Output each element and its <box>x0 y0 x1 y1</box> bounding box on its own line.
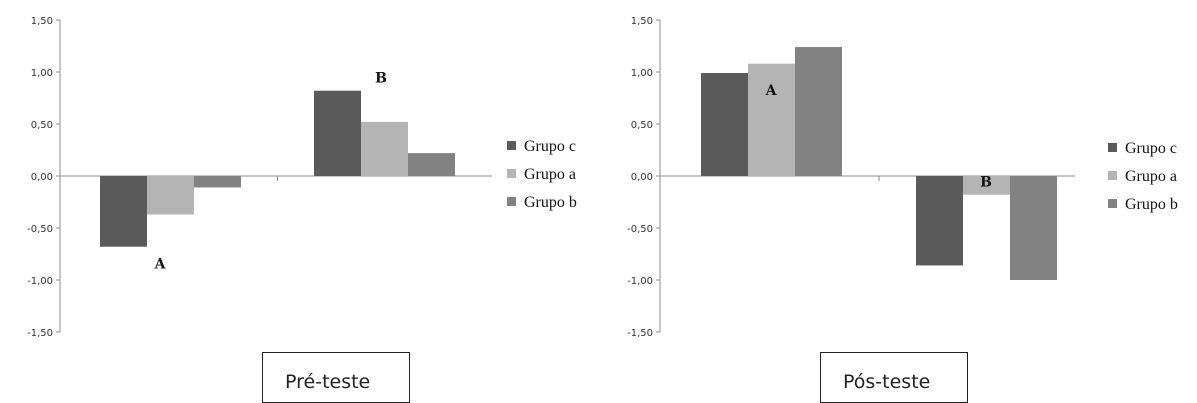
pre-teste-title: Pré-teste <box>285 371 371 393</box>
chart-1-bar <box>1010 176 1057 280</box>
chart-0-bar <box>314 90 361 176</box>
pre-teste-caption: Pré-teste <box>262 352 410 403</box>
chart-1-legend-label: Grupo c <box>1125 140 1177 157</box>
chart-0-bar <box>361 121 408 176</box>
chart-0-y-tick-label: 0,00 <box>31 172 53 183</box>
chart-1-legend-swatch <box>1108 171 1117 180</box>
chart-1-legend-label: Grupo b <box>1125 196 1178 213</box>
chart-0-legend-swatch <box>507 197 516 206</box>
chart-0-legend-swatch <box>507 141 516 150</box>
chart-1-y-tick-label: -1,50 <box>627 328 653 339</box>
chart-1-y-tick-label: 0,50 <box>631 120 653 131</box>
chart-0-category-label: A <box>154 257 167 273</box>
chart-1-legend-label: Grupo a <box>1125 168 1177 185</box>
pos-teste-title: Pós-teste <box>843 371 931 393</box>
chart-1-y-tick-label: -0,50 <box>627 224 653 235</box>
chart-1-bar <box>795 47 842 176</box>
chart-0-bar <box>408 153 455 176</box>
chart-0-bar <box>100 176 147 247</box>
chart-0-legend-label: Grupo c <box>524 138 576 155</box>
chart-0-bar <box>147 176 194 215</box>
chart-1-legend-swatch <box>1108 199 1117 208</box>
chart-1-y-tick-label: -1,00 <box>627 276 653 287</box>
chart-1-bar <box>963 176 1010 195</box>
chart-1-bar <box>701 73 748 176</box>
chart-0-y-tick-label: 1,00 <box>31 68 53 79</box>
chart-1-category-label: B <box>980 175 992 191</box>
chart-0-legend-swatch <box>507 169 516 178</box>
chart-1-y-tick-label: 1,50 <box>631 16 653 27</box>
chart-1-y-tick-label: 0,00 <box>631 172 653 183</box>
chart-0-legend-label: Grupo b <box>524 194 577 211</box>
chart-0-y-tick-label: 0,50 <box>31 120 53 131</box>
chart-0-y-tick-label: -1,00 <box>27 276 53 287</box>
chart-1-legend-swatch <box>1108 143 1117 152</box>
chart-1-category-label: A <box>765 83 778 99</box>
chart-0-y-tick-label: -1,50 <box>27 328 53 339</box>
chart-1-y-tick-label: 1,00 <box>631 68 653 79</box>
chart-1-bar <box>916 176 963 266</box>
chart-0-legend-label: Grupo a <box>524 166 576 183</box>
chart-0-category-label: B <box>375 71 387 87</box>
chart-0-y-tick-label: -0,50 <box>27 224 53 235</box>
pos-teste-caption: Pós-teste <box>820 352 968 403</box>
chart-0-bar <box>194 176 241 188</box>
chart-0-y-tick-label: 1,50 <box>31 16 53 27</box>
chart-1-bar <box>748 63 795 176</box>
